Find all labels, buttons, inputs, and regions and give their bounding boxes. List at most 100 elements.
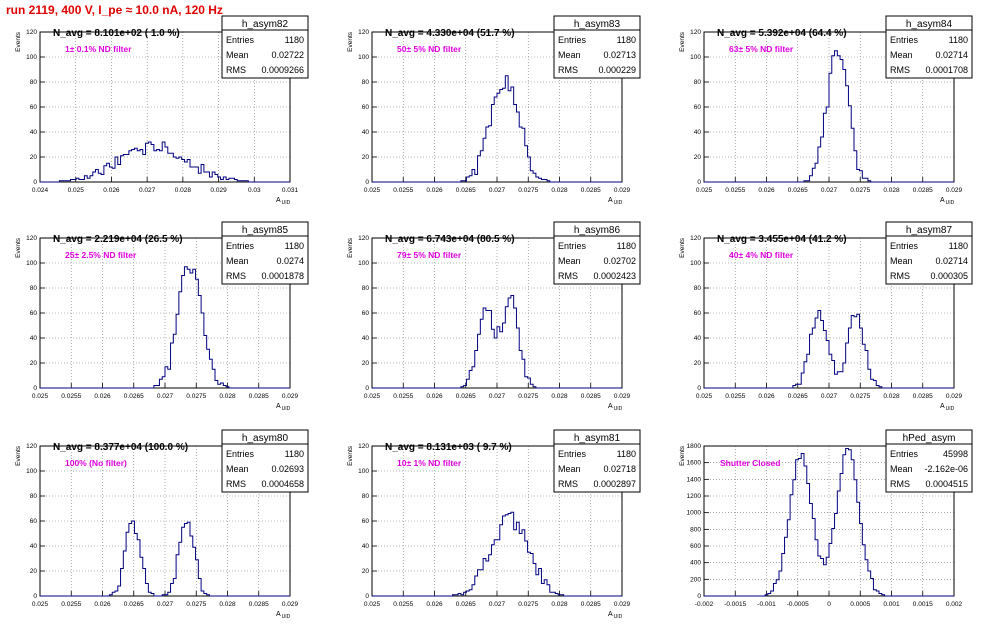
histogram-panel-h_asym84: 0.025 0.0255 0.026 0.0265 0.027 0.0275 0.028 0.… [664, 14, 996, 210]
x-tick-label: 0.0005 [850, 601, 870, 608]
x-tick-label: 0.0265 [788, 187, 808, 194]
x-tick-label: 0.0275 [850, 393, 870, 400]
y-tick-label: 400 [690, 560, 701, 567]
x-tick-label: 0.0265 [456, 601, 476, 608]
stats-label: Entries [558, 35, 587, 45]
x-tick-label: 0.0285 [581, 393, 601, 400]
x-tick-label: 0.0275 [518, 187, 538, 194]
stats-label: Entries [226, 241, 255, 251]
panel-title: N_avg = 8.101e+02 ( 1.0 %) [53, 28, 180, 39]
y-tick-label: 100 [690, 260, 701, 267]
stats-box [221, 15, 309, 79]
y-tick-label: 1600 [687, 460, 702, 467]
stats-value: 1180 [949, 35, 968, 45]
histogram-panel-hPed_asym: -0.002 -0.0015 -0.001 -0.0005 0 0.0005 0.001 0.… [664, 428, 996, 624]
x-tick-label: 0.025 [32, 601, 49, 608]
run-header-title: run 2119, 400 V, I_pe ≈ 10.0 nA, 120 Hz [6, 3, 223, 17]
x-tick-label: 0.0255 [725, 187, 745, 194]
y-tick-label: 20 [362, 360, 370, 367]
stats-label: Mean [226, 464, 249, 474]
y-tick-label: 120 [358, 443, 369, 450]
stats-value: 0.02702 [603, 256, 636, 266]
x-tick-label: 0.029 [946, 393, 963, 400]
y-axis-label: Events [347, 237, 354, 258]
stats-value: 0.02718 [603, 464, 636, 474]
y-tick-label: 1000 [687, 510, 702, 517]
y-tick-label: 80 [694, 79, 702, 86]
x-axis-label: AUID [940, 403, 955, 412]
x-tick-label: 0.025 [32, 393, 49, 400]
stats-label: RMS [226, 65, 246, 75]
y-tick-label: 20 [362, 568, 370, 575]
panel-title: N_avg = 5.392e+04 (64.4 %) [717, 28, 847, 39]
y-tick-label: 200 [690, 576, 701, 583]
y-tick-label: 0 [365, 385, 369, 392]
x-tick-label: 0.028 [551, 601, 568, 608]
y-tick-label: 60 [362, 310, 370, 317]
stats-box [885, 221, 973, 285]
stats-label: Entries [890, 241, 919, 251]
x-tick-label: 0.027 [139, 187, 156, 194]
x-tick-label: 0.0285 [913, 187, 933, 194]
y-tick-label: 600 [690, 543, 701, 550]
stats-label: RMS [558, 65, 578, 75]
histogram-line [372, 511, 622, 597]
y-tick-label: 20 [30, 568, 38, 575]
y-tick-label: 120 [690, 29, 701, 36]
stats-value: -2.162e-06 [924, 464, 968, 474]
y-tick-label: 0 [697, 593, 701, 600]
y-tick-label: 120 [690, 235, 701, 242]
y-tick-label: 100 [358, 468, 369, 475]
y-tick-label: 80 [694, 285, 702, 292]
x-tick-label: 0.0285 [581, 187, 601, 194]
x-tick-label: 0.0255 [61, 393, 81, 400]
histogram-line [704, 50, 954, 183]
stats-name: h_asym81 [574, 433, 621, 444]
x-axis-label: AUID [276, 197, 291, 206]
filter-annotation: 1± 0.1% ND filter [65, 44, 132, 54]
filter-annotation: 10± 1% ND filter [397, 458, 462, 468]
y-tick-label: 80 [362, 493, 370, 500]
stats-label: Entries [558, 449, 587, 459]
y-tick-label: 0 [365, 593, 369, 600]
stats-value: 45998 [943, 449, 968, 459]
x-tick-label: 0.0255 [61, 601, 81, 608]
x-tick-label: 0.029 [614, 187, 631, 194]
stats-value: 0.02713 [603, 50, 636, 60]
x-tick-label: 0.0265 [788, 393, 808, 400]
filter-annotation: 25± 2.5% ND filter [65, 250, 137, 260]
x-tick-label: 0.028 [883, 393, 900, 400]
x-tick-label: 0.025 [68, 187, 85, 194]
stats-label: Entries [890, 449, 919, 459]
x-tick-label: 0.027 [157, 601, 174, 608]
x-tick-label: 0.03 [248, 187, 261, 194]
stats-label: Entries [226, 449, 255, 459]
x-tick-label: 0.025 [364, 393, 381, 400]
x-tick-label: 0.025 [696, 393, 713, 400]
y-tick-label: 20 [30, 154, 38, 161]
y-tick-label: 40 [362, 129, 370, 136]
stats-name: h_asym84 [906, 19, 953, 30]
y-tick-label: 40 [30, 335, 38, 342]
stats-label: RMS [226, 271, 246, 281]
x-tick-label: 0.025 [364, 601, 381, 608]
y-tick-label: 40 [30, 129, 38, 136]
panel-title: N_avg = 3.455e+04 (41.2 %) [717, 234, 847, 245]
stats-label: RMS [890, 271, 910, 281]
y-axis-label: Events [679, 237, 686, 258]
y-tick-label: 100 [26, 468, 37, 475]
x-tick-label: 0.025 [364, 187, 381, 194]
x-tick-label: 0.0275 [518, 393, 538, 400]
y-tick-label: 80 [362, 79, 370, 86]
y-tick-label: 40 [694, 335, 702, 342]
x-tick-label: 0.0255 [393, 393, 413, 400]
histogram-svg: 0.025 0.0255 0.026 0.0265 0.027 0.0275 0.028 0.… [347, 221, 641, 412]
x-tick-label: 0.029 [210, 187, 227, 194]
histogram-panel-h_asym80: 0.025 0.0255 0.026 0.0265 0.027 0.0275 0.028 0.… [0, 428, 332, 624]
x-tick-label: 0.024 [32, 187, 49, 194]
stats-box [553, 221, 641, 285]
y-axis-label: Events [347, 445, 354, 466]
stats-label: Mean [226, 50, 249, 60]
y-tick-label: 60 [30, 518, 38, 525]
x-axis-label: AUID [608, 403, 623, 412]
